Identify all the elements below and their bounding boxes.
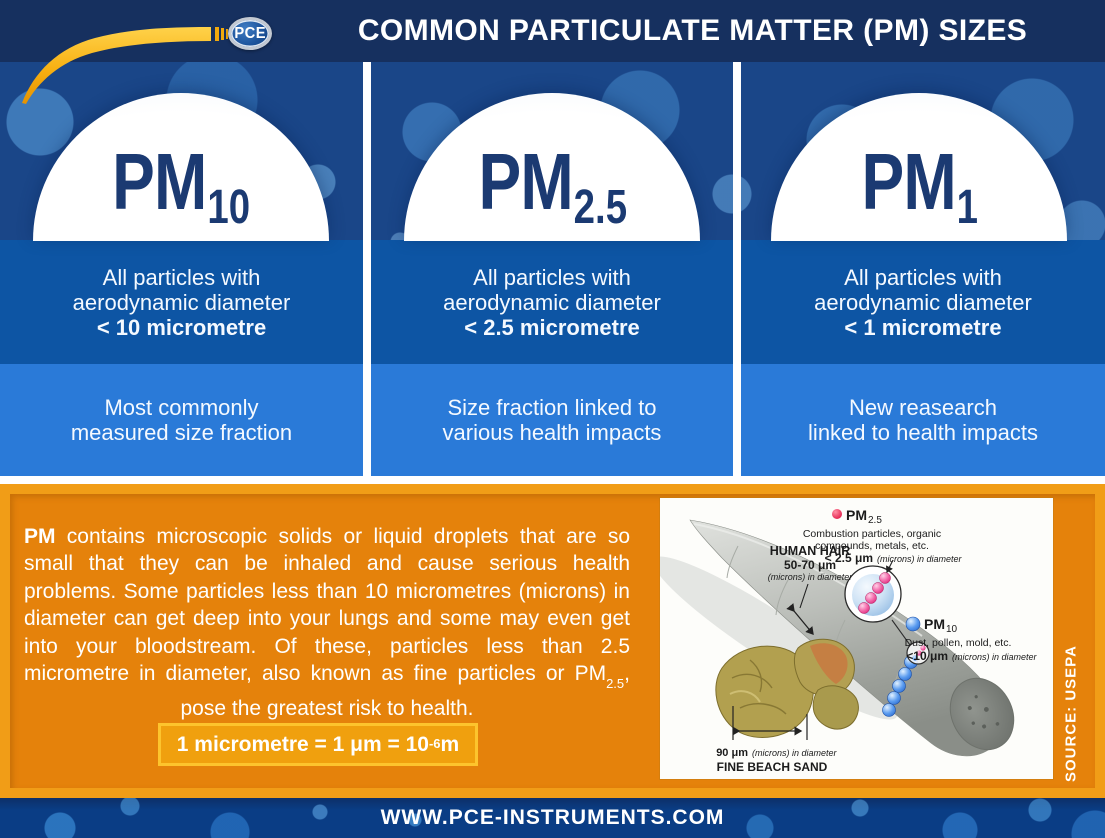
- human-hair-size: 50-70 μm: [784, 558, 836, 572]
- pm10-label: PM10: [112, 136, 250, 234]
- pm10-label-main: PM: [112, 137, 207, 226]
- pm10-note-line2: measured size fraction: [70, 420, 293, 445]
- pm25-desc-line2: compounds, metals, etc.: [815, 540, 929, 552]
- pm25-def-line1: All particles with: [473, 264, 631, 290]
- formula-main: 1 micrometre = 1 μm = 10: [176, 732, 429, 756]
- pm-paragraph-subscript: 2.5: [606, 676, 625, 692]
- pm-description-paragraph: PM contains microscopic solids or liquid…: [24, 523, 630, 722]
- pm25-beads: [858, 572, 891, 614]
- pm25-legend-label: PM: [846, 507, 867, 523]
- pm1-note-line1: New reasearch: [849, 395, 997, 420]
- sand-title: FINE BEACH SAND: [717, 760, 828, 774]
- sand-grains-illustration: [715, 638, 859, 738]
- pm1-note-line2: linked to health impacts: [808, 420, 1038, 445]
- pm10-legend-sub: 10: [946, 624, 958, 635]
- pm-paragraph-part1: contains microscopic solids or liquid dr…: [24, 525, 630, 686]
- pm10-note-band: Most commonly measured size fraction: [0, 364, 363, 476]
- pm-paragraph-part2: , pose the greatest risk to health.: [180, 662, 630, 720]
- pm1-definition-band: All particles with aerodynamic diameter …: [741, 240, 1105, 364]
- pm10-size-text: <10 μm: [906, 649, 948, 663]
- pm-bold-lead: PM: [24, 525, 56, 548]
- pm25-note-band: Size fraction linked to various health i…: [371, 364, 733, 476]
- hair-cross-section: [949, 677, 1015, 751]
- pm10-def-line1: All particles with: [102, 264, 261, 290]
- human-hair-note: (microns) in diameter: [768, 572, 854, 582]
- page-title: COMMON PARTICULATE MATTER (PM) SIZES: [357, 14, 1028, 47]
- pm25-label-main: PM: [478, 137, 573, 226]
- pm1-dome: PM1: [771, 93, 1067, 241]
- formula-unit: m: [440, 732, 460, 756]
- micrometre-formula-box: 1 micrometre = 1 μm = 10 -6 m: [158, 723, 478, 766]
- pm25-definition-band: All particles with aerodynamic diameter …: [371, 240, 733, 364]
- pm25-size-text: < 2.5 μm: [825, 551, 873, 565]
- pm1-def-size: < 1 micrometre: [844, 314, 1002, 340]
- pm25-label-sub: 2.5: [573, 181, 627, 234]
- particle-size-diagram-panel: HUMAN HAIR 50-70 μm (microns) in diamete…: [652, 498, 1053, 779]
- pce-logo[interactable]: PCE: [228, 17, 272, 50]
- pm1-note-band: New reasearch linked to health impacts: [741, 364, 1105, 476]
- pm1-def-line2: aerodynamic diameter: [814, 289, 1032, 315]
- human-hair-title: HUMAN HAIR: [770, 544, 851, 558]
- pm25-size-note: (microns) in diameter: [877, 554, 963, 564]
- pm25-label: PM2.5: [478, 136, 627, 234]
- formula-exponent: -6: [428, 736, 441, 751]
- pm25-def-size: < 2.5 micrometre: [464, 314, 640, 340]
- pm25-legend-dot: [832, 509, 842, 519]
- footer: WWW.PCE-INSTRUMENTS.COM: [0, 798, 1105, 838]
- pm25-note-line1: Size fraction linked to: [447, 395, 657, 420]
- pm1-label: PM1: [861, 136, 978, 234]
- pm10-size-note: (microns) in diameter: [952, 652, 1038, 662]
- source-credit: SOURCE: USEPA: [1062, 645, 1080, 783]
- pm25-mini-beads: [912, 645, 926, 661]
- sand-size-note: (microns) in diameter: [752, 748, 838, 758]
- pm25-def-line2: aerodynamic diameter: [443, 289, 661, 315]
- pm25-dome: PM2.5: [404, 93, 700, 241]
- pm25-desc-line1: Combustion particles, organic: [803, 528, 941, 540]
- pm1-label-sub: 1: [956, 181, 978, 234]
- pm1-def-line1: All particles with: [844, 264, 1002, 290]
- website-url[interactable]: WWW.PCE-INSTRUMENTS.COM: [380, 806, 725, 829]
- pm-columns: PM10 All particles with aerodynamic diam…: [0, 62, 1105, 476]
- pm10-def-line2: aerodynamic diameter: [72, 289, 291, 315]
- pce-logo-text: PCE: [234, 24, 266, 42]
- pm10-desc: Dust, pollen, mold, etc.: [905, 637, 1012, 649]
- section-divider: [0, 476, 1105, 484]
- pm10-note-line1: Most commonly: [104, 395, 259, 420]
- info-section: PM contains microscopic solids or liquid…: [0, 484, 1105, 798]
- column-divider: [363, 62, 371, 476]
- pm10-legend-label: PM: [924, 616, 945, 632]
- pm10-dome: PM10: [33, 93, 329, 241]
- pm10-definition-band: All particles with aerodynamic diameter …: [0, 240, 363, 364]
- pm10-label-sub: 10: [207, 181, 251, 234]
- column-divider: [733, 62, 741, 476]
- particle-size-diagram: HUMAN HAIR 50-70 μm (microns) in diamete…: [652, 507, 1038, 774]
- pm10-legend-dot: [905, 616, 921, 632]
- pm1-label-main: PM: [861, 137, 956, 226]
- pm25-legend-sub: 2.5: [868, 515, 882, 526]
- pm25-note-line2: various health impacts: [442, 420, 662, 445]
- header: COMMON PARTICULATE MATTER (PM) SIZES: [0, 0, 1105, 62]
- sand-size-text: 90 μm: [716, 747, 748, 759]
- pm10-def-size: < 10 micrometre: [96, 314, 267, 340]
